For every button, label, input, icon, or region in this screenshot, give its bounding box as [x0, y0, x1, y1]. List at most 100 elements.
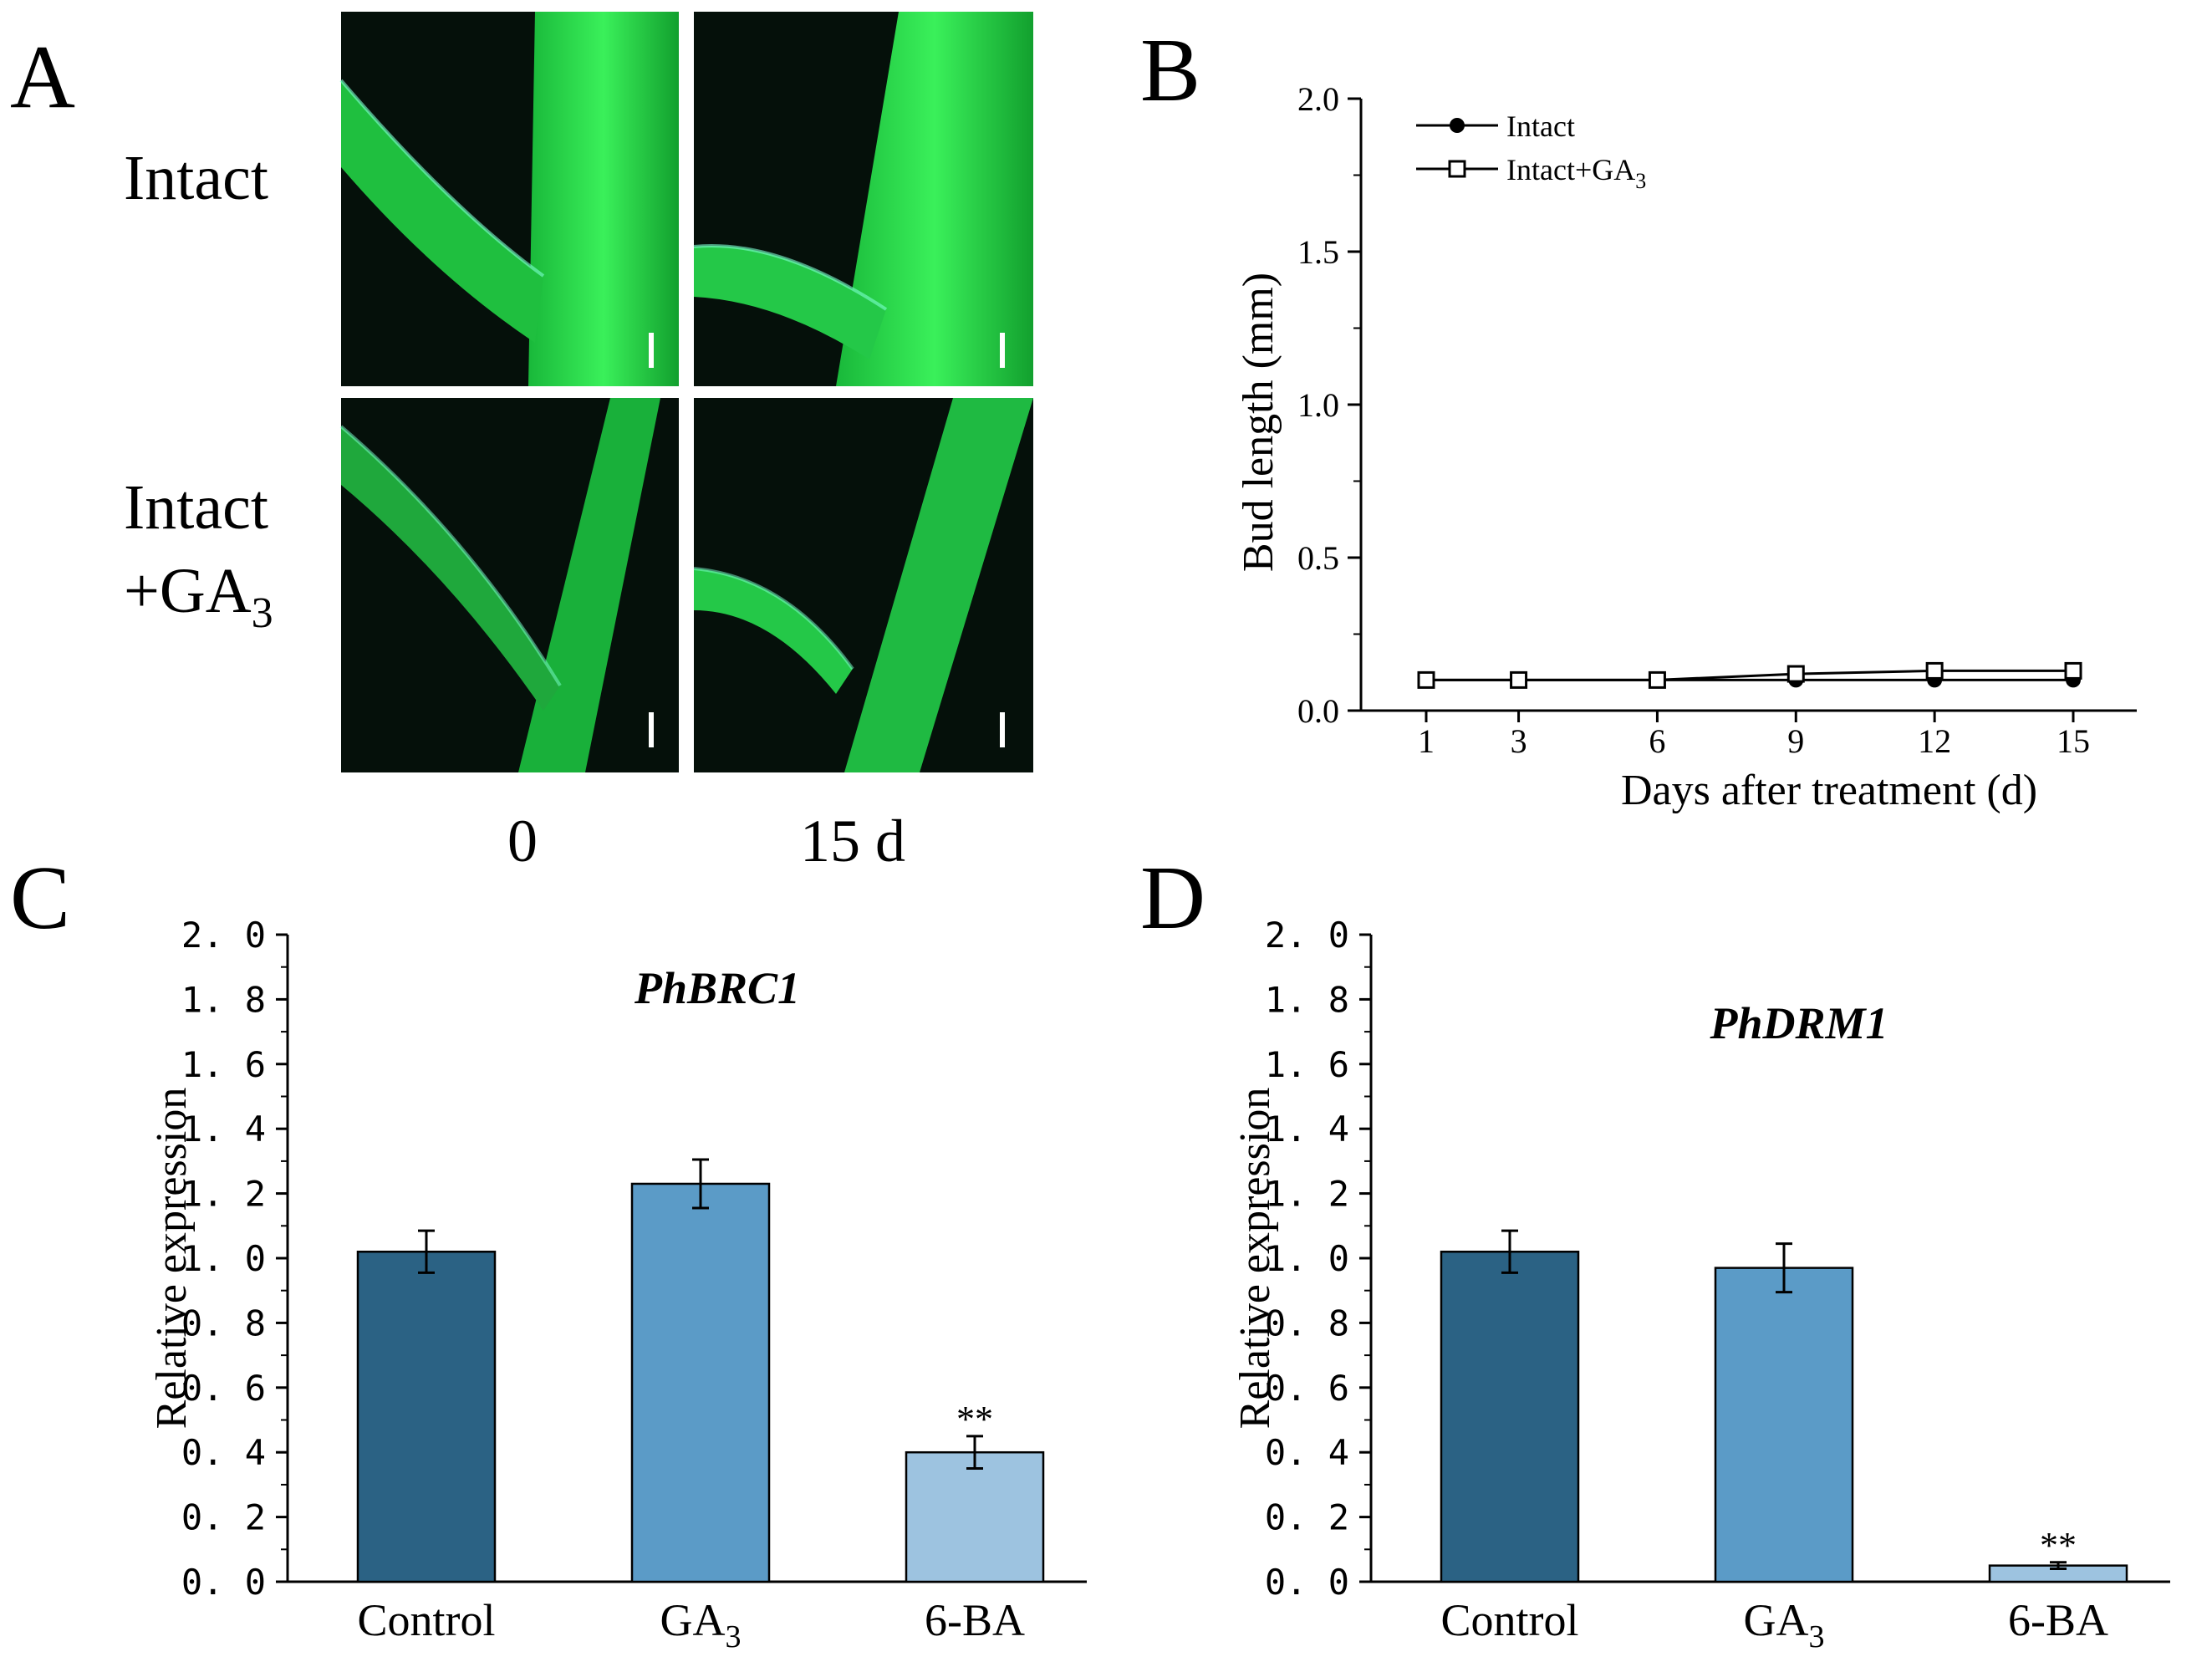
panel-b-x-axis-label: Days after treatment (d)	[1621, 767, 2037, 814]
panel-c-bar	[356, 1251, 497, 1583]
panel-d-category-label: 6-BA	[2008, 1595, 2108, 1645]
panel-b-point-intact-ga3	[1786, 665, 1805, 683]
panel-d-y-tick-label: 0. 8	[1265, 1303, 1349, 1343]
legend-label-intact-ga3-sub: 3	[1635, 169, 1646, 193]
category-subscript: 3	[1809, 1619, 1825, 1654]
panel-b-x-tick-label: 12	[1918, 722, 1951, 760]
panel-b-y-tick-label: 0.0	[1297, 692, 1339, 730]
panel-d-category-label: GA3	[1744, 1595, 1825, 1654]
panel-c-y-tick-label: 0. 0	[181, 1562, 266, 1603]
category-subscript: 3	[726, 1619, 742, 1654]
panel-b-x-tick-label: 15	[2057, 722, 2090, 760]
panel-b-point-intact-ga3	[1510, 670, 1528, 689]
panel-d-category-label: Control	[1440, 1595, 1578, 1645]
panel-d-y-tick-label: 0. 4	[1265, 1432, 1349, 1473]
panel-d-y-axis-label: Relative expression	[1231, 1088, 1279, 1430]
panel-b-series-line-intact-ga3	[1426, 669, 2073, 681]
panel-c-y-tick-label: 0. 2	[181, 1497, 266, 1538]
panel-c-y-tick-label: 1. 0	[181, 1238, 266, 1279]
photo-intact-day15	[693, 12, 1033, 386]
category-text: 6-BA	[2008, 1595, 2108, 1645]
panel-d-y-tick-label: 0. 0	[1265, 1562, 1349, 1603]
panel-d-bar	[1714, 1267, 1854, 1583]
panel-c-y-tick-label: 1. 2	[181, 1174, 266, 1215]
panel-c-chart: C Relative expression PhBRC1 0. 00. 20. …	[10, 849, 1087, 1654]
ga-text: +GA	[124, 556, 252, 626]
category-text: Control	[1440, 1595, 1578, 1645]
panel-b-axes: 0.0 0.5 1.0 1.5 2.0 1 3 6 9 12 15	[1297, 80, 2137, 760]
panel-c-axes: 0. 0 0. 2 0. 4 0. 6 0. 8 1. 0 1. 2 1. 4 1. 6 1. 8…	[181, 915, 1087, 1654]
panel-d-y-tick-label: 1. 0	[1265, 1238, 1349, 1279]
panel-c-bar	[630, 1182, 771, 1583]
panel-d-chart: D Relative expression PhDRM1 0. 00. 20. …	[1140, 849, 2170, 1654]
panel-c-y-tick-label: 0. 8	[181, 1303, 266, 1343]
panel-c-y-tick-label: 0. 6	[181, 1368, 266, 1409]
panel-d-bar	[1440, 1251, 1580, 1583]
photo-intact-day0	[339, 12, 679, 386]
panel-b-letter: B	[1140, 21, 1200, 120]
panel-c-y-tick-label: 1. 8	[181, 979, 266, 1020]
panel-d-y-tick-label: 1. 6	[1265, 1044, 1349, 1085]
panel-c-y-axis-label: Relative expression	[148, 1088, 196, 1430]
panel-b-point-intact-ga3	[1648, 670, 1666, 689]
panel-c-y-tick-label: 1. 4	[181, 1109, 266, 1150]
panel-b-x-tick-label: 3	[1511, 722, 1527, 760]
row-label-intact-ga3-line2: +GA3	[124, 556, 273, 637]
panel-c-y-tick-label: 1. 6	[181, 1044, 266, 1085]
panel-c-y-tick-label: 2. 0	[181, 915, 266, 956]
ga-subscript: 3	[252, 589, 273, 637]
legend-label-intact-ga3: Intact+GA3	[1506, 153, 1646, 193]
panel-b-y-tick-label: 1.0	[1297, 386, 1339, 424]
panel-c-category-label: GA3	[660, 1595, 742, 1654]
panel-b-series	[1417, 661, 2082, 689]
panel-c-bar	[905, 1450, 1045, 1583]
panel-d-axes: 0. 0 0. 2 0. 4 0. 6 0. 8 1. 0 1. 2 1. 4 1. 6 1. 8…	[1265, 915, 2170, 1654]
panel-d-y-tick-label: 1. 8	[1265, 979, 1349, 1020]
panel-d-bars: **	[1440, 1229, 2128, 1583]
panel-d-y-tick-label: 1. 4	[1265, 1109, 1349, 1150]
panel-b-point-intact-ga3	[1925, 661, 1944, 680]
panel-b-x-tick-label: 1	[1418, 722, 1435, 760]
panel-c-bars: **	[356, 1158, 1045, 1583]
category-text: 6-BA	[925, 1595, 1025, 1645]
panel-c-category-label: Control	[357, 1595, 495, 1645]
category-text: GA	[660, 1595, 726, 1645]
panel-b-x-tick-label: 9	[1787, 722, 1804, 760]
panel-c-y-tick-label: 0. 4	[181, 1432, 266, 1473]
panel-d-y-tick-label: 1. 2	[1265, 1174, 1349, 1215]
legend-label-intact-ga3-text: Intact+GA	[1506, 153, 1635, 186]
row-label-intact: Intact	[124, 143, 268, 213]
panel-c-category-label: 6-BA	[925, 1595, 1025, 1645]
panel-b-legend: Intact Intact+GA3	[1416, 110, 1646, 193]
panel-a-letter: A	[10, 28, 75, 127]
panel-d-significance-mark: **	[2040, 1525, 2077, 1566]
category-text: GA	[1744, 1595, 1809, 1645]
panel-b-y-tick-label: 1.5	[1297, 233, 1339, 271]
panel-d-letter: D	[1140, 849, 1205, 948]
legend-label-intact: Intact	[1506, 110, 1575, 143]
panel-b-point-intact-ga3	[2064, 661, 2082, 680]
row-label-intact-ga3-line1: Intact	[124, 472, 268, 543]
panel-d-y-tick-label: 0. 6	[1265, 1368, 1349, 1409]
panel-c-title: PhBRC1	[634, 963, 800, 1013]
col-label-day15: 15 d	[800, 808, 905, 874]
panel-b-chart: B Bud length (mm) Days after treatment (…	[1140, 21, 2137, 814]
panel-a: A Intact Intact +GA3 0 15 d	[10, 12, 1033, 874]
col-label-day0: 0	[507, 808, 538, 874]
panel-c-significance-mark: **	[956, 1399, 993, 1440]
category-text: Control	[357, 1595, 495, 1645]
panel-c-letter: C	[10, 849, 70, 948]
legend-marker-intact	[1450, 118, 1465, 133]
legend-marker-intact-ga3	[1448, 160, 1466, 178]
panel-d-y-tick-label: 2. 0	[1265, 915, 1349, 956]
photo-ga3-day0	[339, 398, 679, 772]
panel-b-y-tick-label: 0.5	[1297, 539, 1339, 577]
panel-b-y-axis-label: Bud length (mm)	[1235, 273, 1282, 572]
panel-b-x-tick-label: 6	[1649, 722, 1665, 760]
panel-b-y-tick-label: 2.0	[1297, 80, 1339, 118]
panel-d-y-tick-label: 0. 2	[1265, 1497, 1349, 1538]
panel-d-title: PhDRM1	[1709, 998, 1888, 1048]
photo-ga3-day15	[693, 398, 1033, 772]
panel-b-point-intact-ga3	[1417, 670, 1435, 689]
